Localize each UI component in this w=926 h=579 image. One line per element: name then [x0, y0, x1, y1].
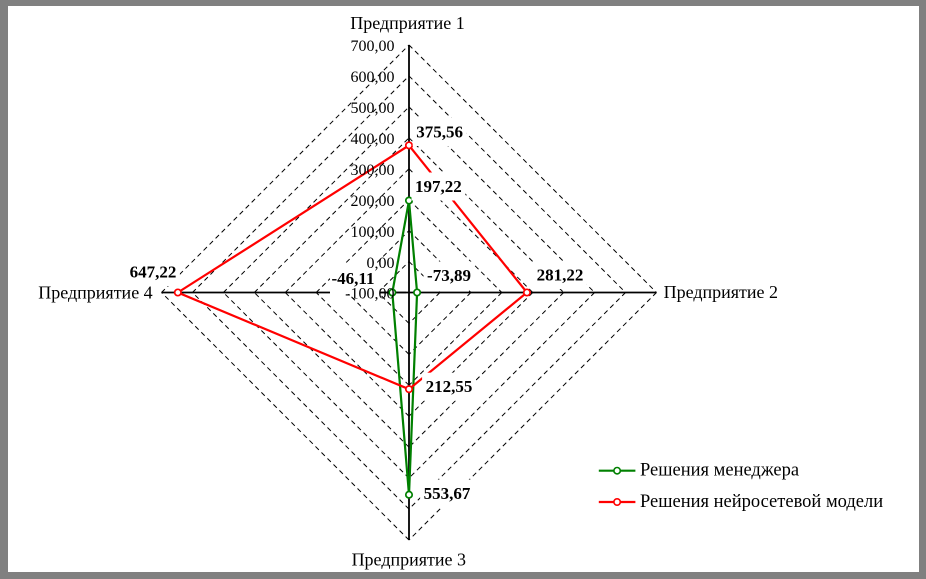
svg-text:Решения нейросетевой модели: Решения нейросетевой модели: [640, 492, 883, 512]
svg-text:300,00: 300,00: [351, 162, 395, 179]
svg-text:400,00: 400,00: [351, 131, 395, 148]
svg-text:553,67: 553,67: [424, 484, 471, 503]
svg-text:600,00: 600,00: [351, 69, 395, 86]
svg-text:200,00: 200,00: [351, 193, 395, 210]
svg-text:700,00: 700,00: [351, 38, 395, 55]
svg-text:0,00: 0,00: [367, 255, 395, 272]
svg-text:647,22: 647,22: [130, 263, 177, 282]
svg-text:500,00: 500,00: [351, 100, 395, 117]
svg-text:Предприятие 3: Предприятие 3: [352, 550, 466, 570]
svg-text:100,00: 100,00: [351, 224, 395, 241]
svg-text:Предприятие 4: Предприятие 4: [38, 282, 152, 302]
svg-text:Предприятие 1: Предприятие 1: [350, 13, 464, 33]
svg-text:-46,11: -46,11: [332, 269, 375, 288]
svg-text:212,55: 212,55: [426, 377, 473, 396]
svg-text:375,56: 375,56: [416, 123, 463, 142]
svg-text:Предприятие 2: Предприятие 2: [664, 282, 778, 302]
svg-text:Решения менеджера: Решения менеджера: [640, 461, 799, 481]
svg-text:281,22: 281,22: [537, 266, 584, 285]
svg-text:-100,00: -100,00: [345, 286, 394, 303]
svg-text:-73,89: -73,89: [427, 266, 471, 285]
svg-text:197,22: 197,22: [415, 177, 462, 196]
